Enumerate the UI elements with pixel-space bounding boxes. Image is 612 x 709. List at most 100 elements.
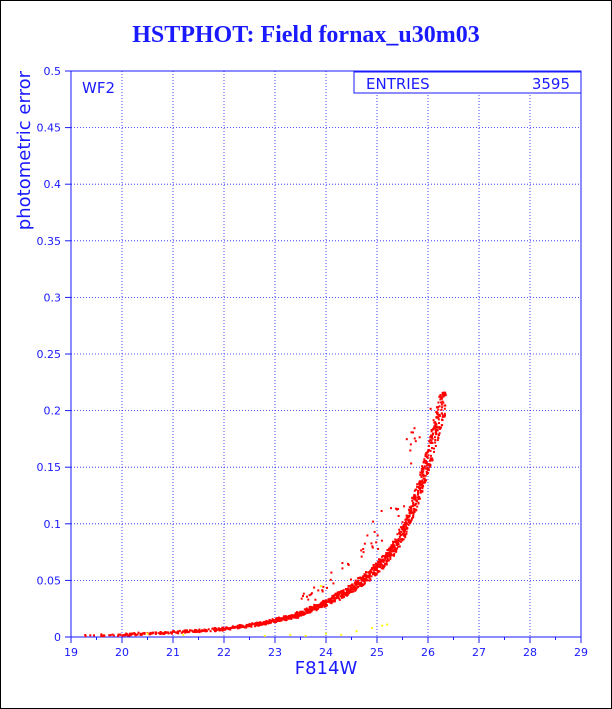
data-point xyxy=(412,431,415,434)
data-point xyxy=(415,508,418,511)
data-point xyxy=(184,630,187,633)
data-point xyxy=(360,549,363,552)
data-point xyxy=(102,634,105,637)
data-point xyxy=(417,489,420,492)
data-point xyxy=(430,459,433,462)
data-point xyxy=(300,597,303,600)
data-point xyxy=(390,552,393,555)
data-point xyxy=(305,607,308,610)
y-tick-label: 0.15 xyxy=(37,461,62,474)
data-point xyxy=(412,497,415,500)
data-point xyxy=(395,540,398,543)
data-point xyxy=(314,598,317,601)
data-point xyxy=(422,481,425,484)
data-point xyxy=(211,627,214,630)
data-point xyxy=(392,545,395,548)
data-point xyxy=(300,611,303,614)
x-tick-label: 27 xyxy=(472,646,486,659)
data-point xyxy=(186,629,189,632)
data-point xyxy=(313,608,316,611)
x-tick-label: 28 xyxy=(523,646,537,659)
data-point xyxy=(407,508,410,511)
data-point xyxy=(357,577,360,580)
data-point xyxy=(418,488,421,491)
data-point xyxy=(397,508,400,511)
data-point xyxy=(422,461,425,464)
data-point xyxy=(214,627,217,630)
data-point xyxy=(329,578,332,581)
data-point xyxy=(423,477,426,480)
data-point xyxy=(421,479,424,482)
data-point xyxy=(396,543,399,546)
data-point xyxy=(440,403,443,406)
data-point xyxy=(363,583,366,586)
data-point xyxy=(288,615,291,618)
data-point xyxy=(383,564,386,567)
data-point xyxy=(419,481,422,484)
data-point xyxy=(301,595,304,598)
data-point xyxy=(375,573,378,576)
data-point xyxy=(372,564,375,567)
data-point xyxy=(166,631,169,634)
data-point xyxy=(385,552,388,555)
data-point xyxy=(434,429,437,432)
data-point xyxy=(200,630,203,633)
data-point xyxy=(405,530,408,533)
data-point xyxy=(444,394,447,397)
data-point xyxy=(405,523,408,526)
data-point xyxy=(225,626,228,629)
data-point xyxy=(389,549,392,552)
data-point xyxy=(429,407,432,410)
data-point xyxy=(396,539,399,542)
data-point xyxy=(143,632,146,635)
data-point xyxy=(425,464,428,467)
data-point xyxy=(354,579,357,582)
data-point xyxy=(395,550,398,553)
data-point xyxy=(334,592,337,595)
data-point xyxy=(430,439,433,442)
y-tick-label: 0.25 xyxy=(37,348,62,361)
data-point xyxy=(347,584,350,587)
data-point xyxy=(428,459,431,462)
data-point xyxy=(366,534,369,537)
data-point xyxy=(395,548,398,551)
data-point xyxy=(434,431,437,434)
data-point xyxy=(190,629,193,632)
data-point xyxy=(308,609,311,612)
data-point xyxy=(383,556,386,559)
data-point xyxy=(435,430,438,433)
data-point xyxy=(408,506,411,509)
data-point xyxy=(424,474,427,477)
data-point xyxy=(326,604,329,607)
data-point xyxy=(371,546,374,549)
data-point xyxy=(437,418,440,421)
data-point xyxy=(84,635,87,638)
data-point xyxy=(375,568,378,571)
data-point xyxy=(365,579,368,582)
data-point xyxy=(438,405,441,408)
data-point xyxy=(263,621,266,624)
data-point xyxy=(213,628,216,631)
data-point xyxy=(310,609,313,612)
data-point xyxy=(386,552,389,555)
data-point xyxy=(260,623,263,626)
data-point xyxy=(387,559,390,562)
data-point xyxy=(161,632,164,635)
data-point xyxy=(171,630,174,633)
data-point xyxy=(304,609,307,612)
data-point xyxy=(320,602,323,605)
data-point xyxy=(380,555,383,558)
data-point xyxy=(419,480,422,483)
data-point xyxy=(152,631,155,634)
data-point xyxy=(413,437,416,440)
data-point xyxy=(442,393,445,396)
data-point xyxy=(278,618,281,621)
data-point xyxy=(429,441,432,444)
data-point xyxy=(347,590,350,593)
data-point xyxy=(248,623,251,626)
data-point xyxy=(131,632,134,635)
data-point xyxy=(397,541,400,544)
data-point xyxy=(426,455,429,458)
data-point xyxy=(250,625,253,628)
data-point xyxy=(421,483,424,486)
